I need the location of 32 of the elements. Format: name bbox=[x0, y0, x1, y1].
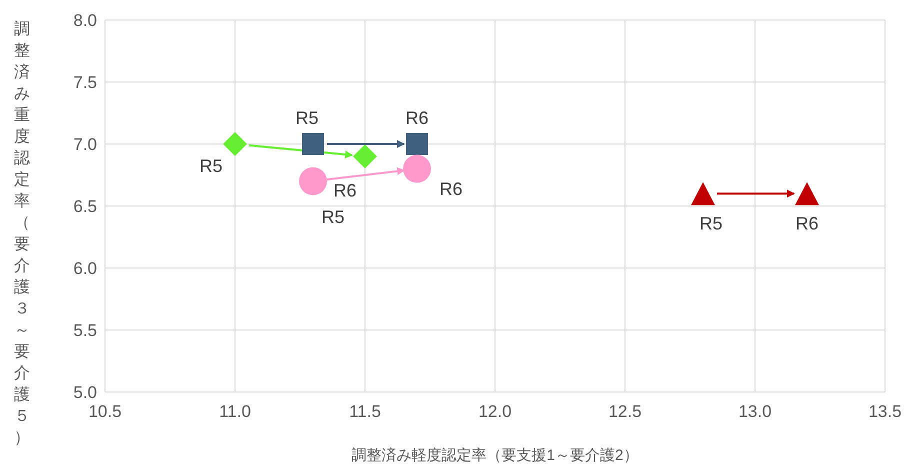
y-tick-label: 7.5 bbox=[73, 73, 97, 92]
x-tick-label: 10.5 bbox=[88, 402, 122, 421]
annotation: R5 bbox=[199, 156, 223, 176]
annotation: R6 bbox=[405, 108, 429, 128]
x-tick-label: 12.0 bbox=[478, 402, 512, 421]
y-tick-label: 7.0 bbox=[73, 135, 97, 154]
x-tick-label: 13.0 bbox=[738, 402, 772, 421]
y-tick-label: 6.5 bbox=[73, 197, 97, 216]
annotation: R6 bbox=[439, 178, 463, 199]
annotation: R5 bbox=[295, 108, 319, 128]
point bbox=[795, 182, 819, 206]
point bbox=[299, 167, 327, 196]
annotation: R6 bbox=[333, 180, 357, 200]
annotation: R6 bbox=[795, 214, 819, 234]
y-tick-label: 5.0 bbox=[73, 383, 97, 402]
y-tick-label: 6.0 bbox=[73, 259, 97, 278]
x-tick-label: 11.0 bbox=[219, 402, 251, 421]
point bbox=[223, 132, 247, 156]
x-tick-label: 12.5 bbox=[608, 402, 642, 421]
point bbox=[403, 154, 431, 183]
annotation: R5 bbox=[699, 214, 723, 234]
x-tick-label: 11.5 bbox=[349, 402, 381, 421]
point bbox=[353, 144, 377, 168]
x-tick-label: 13.5 bbox=[868, 402, 902, 421]
point bbox=[302, 133, 324, 155]
y-axis-title: 調整済み重度認定率（要介護３～要介護５） bbox=[14, 21, 30, 446]
point bbox=[691, 182, 715, 206]
x-axis-title: 調整済み軽度認定率（要支援1～要介護2） bbox=[352, 447, 638, 464]
y-tick-label: 5.5 bbox=[73, 321, 97, 340]
point bbox=[406, 133, 428, 155]
annotation: R5 bbox=[321, 207, 345, 228]
y-tick-label: 8.0 bbox=[73, 11, 97, 30]
